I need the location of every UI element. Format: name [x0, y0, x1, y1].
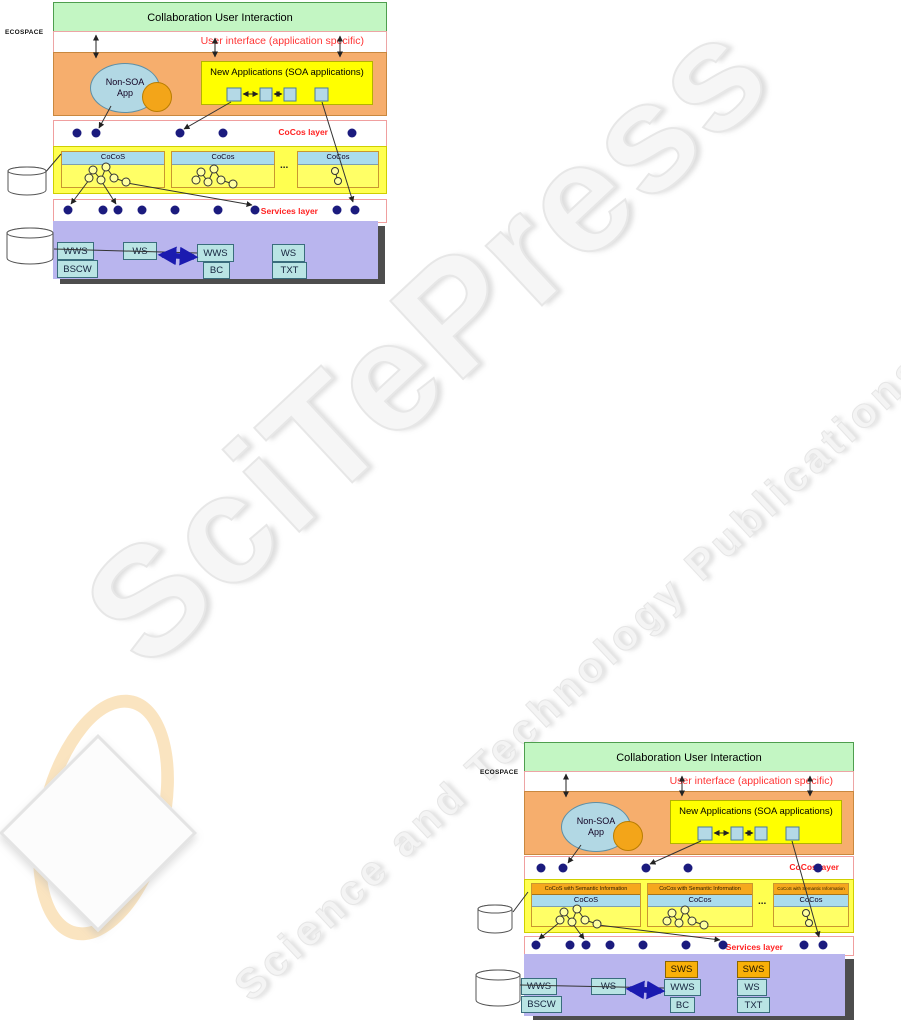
services-layer-strip: Services layer	[524, 936, 854, 956]
service-txt: TXT	[737, 997, 770, 1013]
service-ws-1: WS	[123, 242, 157, 260]
service-ws-2: WS	[737, 979, 767, 996]
service-txt: TXT	[272, 262, 307, 279]
services-layer-label: Services layer	[260, 206, 318, 216]
cocos-layer-strip: CoCos layer	[524, 856, 854, 881]
ecospace-label: ECOSPACE	[480, 769, 519, 776]
cocos-container: CoCoS CoCos ... CoCos	[53, 146, 387, 194]
cocos-box-1-semantic-header: CoCoS with Semantic Information	[532, 884, 640, 895]
cocos-box-3-semantic-header: CoCoS with Semantic Information	[774, 884, 848, 895]
collaboration-layer: Collaboration User Interaction	[524, 742, 854, 773]
cocos-box-2: CoCos with Semantic Information CoCos	[647, 883, 753, 927]
service-bc: BC	[670, 997, 695, 1013]
activity-repository-label: Activity Repository	[480, 912, 510, 926]
architecture-diagram-top: ECOSPACE Collaboration User Interaction …	[5, 2, 390, 284]
collaboration-layer: Collaboration User Interaction	[53, 2, 387, 33]
ui-layer-label: User interface (application specific)	[200, 35, 364, 47]
cocos-box-3-header: CoCos	[774, 895, 848, 907]
service-wws-1: WWS	[57, 242, 94, 260]
cocos-layer-label: CoCos layer	[278, 127, 328, 137]
service-ws-2: WS	[272, 244, 305, 262]
services-layer-strip: Services layer	[53, 199, 387, 223]
ui-layer-label: User interface (application specific)	[669, 775, 833, 787]
service-wws-2: WWS	[664, 979, 701, 996]
service-repository-label: Service Repository	[480, 978, 516, 996]
service-wws-2: WWS	[197, 244, 234, 262]
non-soa-label-line2: App	[587, 827, 604, 837]
service-bc: BC	[203, 262, 230, 279]
service-repository-label: Service Repository	[12, 236, 48, 254]
cocos-box-3-header: CoCos	[298, 152, 378, 165]
cocos-ellipsis: ...	[758, 896, 767, 907]
cocos-box-2-semantic-header: CoCos with Semantic Information	[648, 884, 752, 895]
architecture-diagram-bottom: ECOSPACE Collaboration User Interaction …	[475, 742, 861, 1020]
cocos-box-1-header: CoCoS	[532, 895, 640, 907]
service-sws-2: SWS	[737, 961, 770, 978]
cocos-box-2-header: CoCos	[648, 895, 752, 907]
service-sws-1: SWS	[665, 961, 698, 978]
cocos-box-1-header: CoCoS	[62, 152, 164, 165]
non-soa-label-line1: Non-SOA	[576, 816, 616, 827]
ecospace-label: ECOSPACE	[5, 29, 44, 36]
service-ws-1: WS	[591, 978, 626, 995]
cocos-box-2: CoCos	[171, 151, 275, 188]
application-layer: Non-SOA App New Applications (SOA applic…	[524, 791, 854, 855]
ui-layer-strip: User interface (application specific)	[53, 31, 387, 54]
cocos-ellipsis: ...	[280, 160, 289, 171]
cocos-layer-strip: CoCos layer	[53, 120, 387, 148]
new-applications-box: New Applications (SOA applications)	[201, 61, 373, 105]
ui-layer-strip: User interface (application specific)	[524, 771, 854, 793]
cocos-box-1: CoCoS	[61, 151, 165, 188]
new-applications-box: New Applications (SOA applications)	[670, 800, 842, 844]
non-soa-label-line2: App	[116, 88, 133, 98]
non-soa-label-line1: Non-SOA	[105, 77, 145, 88]
cocos-box-3: CoCoS with Semantic Information CoCos	[773, 883, 849, 927]
non-soa-orange-circle	[613, 821, 643, 851]
application-layer: Non-SOA App New Applications (SOA applic…	[53, 52, 387, 116]
cocos-container: CoCoS with Semantic Information CoCoS Co…	[524, 879, 854, 933]
new-applications-label: New Applications (SOA applications)	[210, 67, 364, 78]
services-layer-label: Services layer	[725, 942, 783, 952]
service-wws-1: WWS	[521, 978, 557, 995]
cocos-layer-label: CoCos layer	[789, 862, 839, 872]
service-bscw: BSCW	[57, 260, 98, 278]
cocos-box-3: CoCos	[297, 151, 379, 188]
service-bscw: BSCW	[521, 996, 562, 1013]
cocos-box-2-header: CoCos	[172, 152, 274, 165]
non-soa-orange-circle	[142, 82, 172, 112]
cocos-box-1: CoCoS with Semantic Information CoCoS	[531, 883, 641, 927]
new-applications-label: New Applications (SOA applications)	[679, 806, 833, 817]
activity-repository-label: Activity Repository	[11, 174, 43, 189]
